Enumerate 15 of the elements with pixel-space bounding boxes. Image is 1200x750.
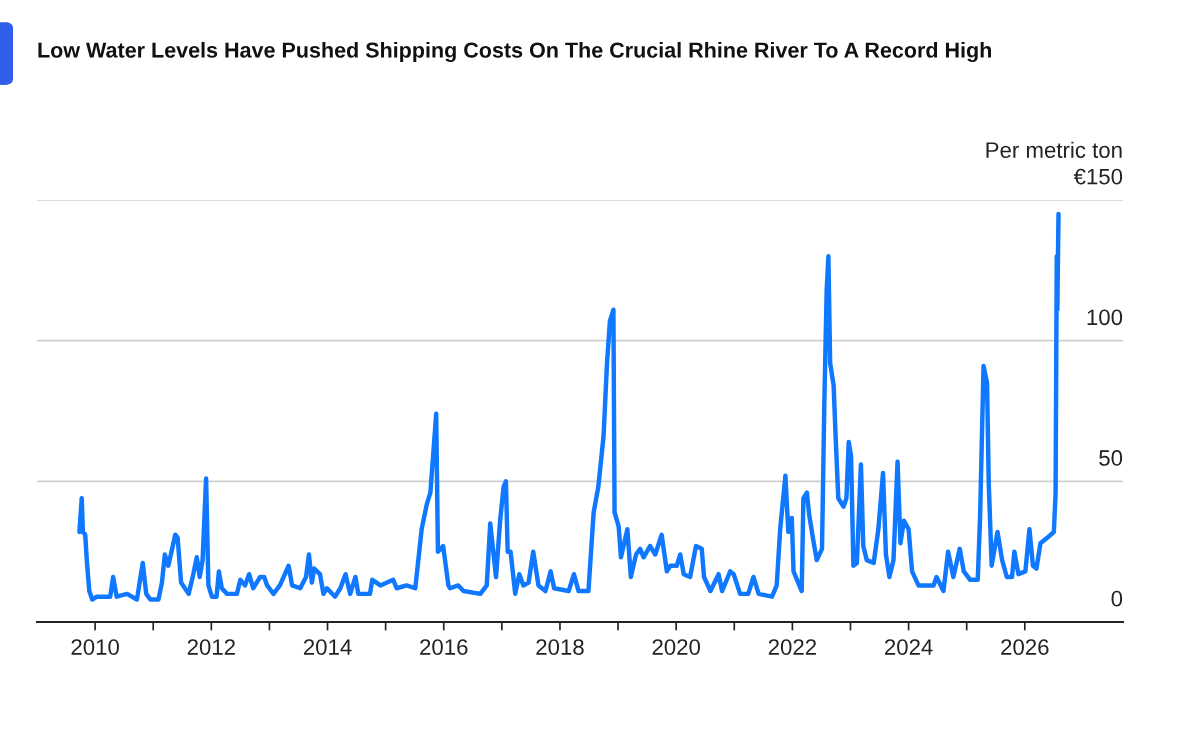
chart-title: Low Water Levels Have Pushed Shipping Costs On The Crucial Rhine River To A Record High xyxy=(38,41,991,63)
x-tick-label: 2024 xyxy=(884,639,933,655)
x-tick-label: 2016 xyxy=(420,639,468,655)
x-tick-label: 2010 xyxy=(71,639,119,655)
y-tick-label: 0 xyxy=(1111,590,1123,607)
y-axis-title: Per metric ton xyxy=(986,141,1122,158)
x-tick-label: 2014 xyxy=(303,639,352,655)
x-tick-label: 2020 xyxy=(652,639,701,655)
y-tick-label: €150 xyxy=(1073,168,1123,185)
x-tick-label: 2022 xyxy=(768,639,816,655)
y-tick-label: 50 xyxy=(1099,450,1123,466)
x-tick-label: 2018 xyxy=(536,639,584,655)
x-tick-label: 2012 xyxy=(187,639,235,655)
x-tick-label: 2026 xyxy=(1001,639,1049,655)
y-tick-label: 100 xyxy=(1087,309,1123,326)
